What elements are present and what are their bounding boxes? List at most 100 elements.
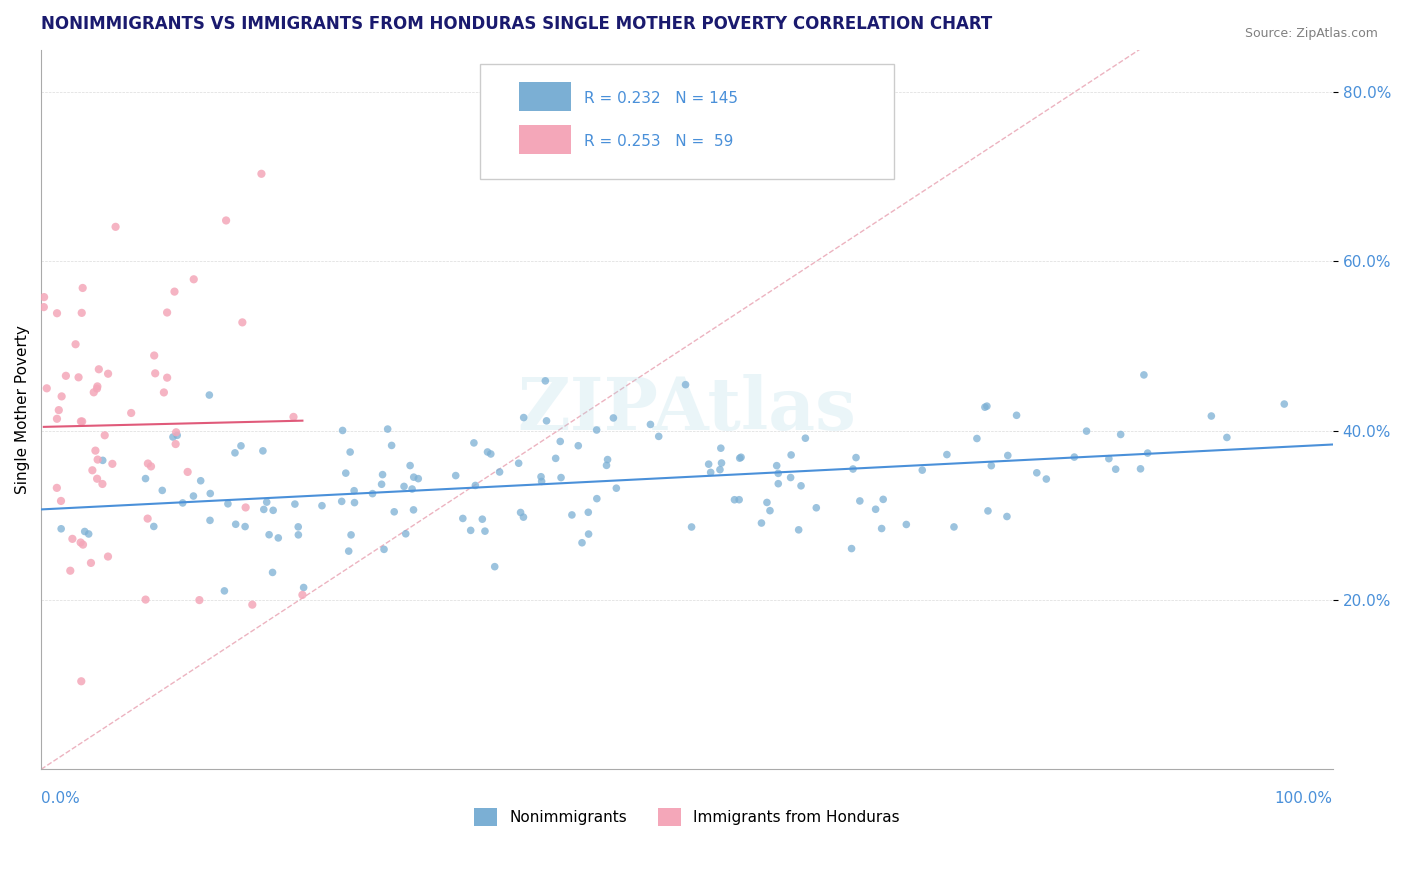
Point	[977, 504, 1000, 518]
Point	[72, 538, 94, 552]
Point	[395, 526, 418, 541]
Point	[252, 443, 274, 458]
Point	[172, 496, 194, 510]
Point	[1025, 466, 1047, 480]
Point	[1005, 409, 1028, 423]
Point	[841, 541, 863, 556]
Point	[87, 362, 110, 376]
Point	[32, 300, 55, 314]
Point	[997, 449, 1019, 463]
Point	[86, 472, 108, 486]
Point	[143, 367, 166, 381]
Point	[845, 450, 868, 465]
Point	[198, 513, 221, 527]
Point	[585, 423, 607, 437]
Point	[156, 305, 179, 319]
Y-axis label: Single Mother Poverty: Single Mother Poverty	[15, 325, 30, 494]
Point	[120, 406, 142, 420]
Point	[550, 470, 572, 484]
Point	[444, 468, 467, 483]
Bar	[519, 126, 571, 154]
Point	[93, 428, 115, 442]
Point	[86, 382, 108, 396]
Point	[91, 453, 114, 467]
Point	[1098, 451, 1121, 466]
Point	[759, 504, 782, 518]
Point	[335, 466, 357, 480]
Point	[340, 528, 363, 542]
Point	[51, 389, 73, 403]
Point	[842, 462, 865, 476]
Point	[371, 467, 394, 482]
Point	[1272, 397, 1295, 411]
Point	[82, 463, 104, 477]
Point	[162, 430, 184, 444]
Point	[91, 477, 114, 491]
Point	[49, 494, 72, 508]
Text: R = 0.253   N =  59: R = 0.253 N = 59	[583, 134, 733, 149]
Point	[235, 500, 257, 515]
Point	[402, 503, 425, 517]
Point	[536, 414, 558, 428]
Point	[534, 374, 557, 388]
Point	[183, 489, 205, 503]
Point	[995, 509, 1018, 524]
Point	[45, 481, 67, 495]
Text: R = 0.232   N = 145: R = 0.232 N = 145	[583, 90, 738, 105]
Point	[70, 414, 93, 428]
Point	[512, 410, 534, 425]
Point	[101, 457, 124, 471]
Point	[865, 502, 887, 516]
Point	[135, 592, 157, 607]
Text: 0.0%: 0.0%	[41, 791, 80, 805]
Point	[806, 500, 828, 515]
Point	[675, 377, 697, 392]
Point	[188, 593, 211, 607]
Point	[156, 370, 179, 384]
Point	[479, 447, 502, 461]
Point	[370, 477, 392, 491]
Point	[339, 445, 361, 459]
Point	[561, 508, 583, 522]
Point	[70, 414, 93, 428]
Point	[332, 424, 354, 438]
Point	[165, 437, 187, 451]
Point	[728, 492, 751, 507]
Point	[765, 458, 787, 473]
Point	[262, 503, 284, 517]
Point	[176, 465, 198, 479]
Point	[166, 428, 188, 442]
Point	[198, 388, 221, 402]
Point	[768, 476, 790, 491]
Point	[399, 458, 422, 473]
Point	[229, 439, 252, 453]
Point	[790, 479, 813, 493]
Point	[911, 463, 934, 477]
Point	[215, 213, 238, 227]
Point	[60, 532, 83, 546]
Point	[381, 438, 404, 452]
Point	[578, 527, 600, 541]
Point	[256, 495, 278, 509]
Point	[217, 497, 239, 511]
Text: 100.0%: 100.0%	[1275, 791, 1333, 805]
Point	[142, 519, 165, 533]
Point	[474, 524, 496, 538]
Point	[250, 167, 273, 181]
Point	[311, 499, 333, 513]
Point	[401, 482, 423, 496]
Point	[97, 549, 120, 564]
Point	[710, 456, 733, 470]
Point	[48, 403, 70, 417]
Point	[361, 486, 384, 500]
Point	[214, 583, 236, 598]
Point	[136, 457, 159, 471]
Point	[697, 457, 720, 471]
Point	[794, 431, 817, 445]
Point	[723, 492, 745, 507]
Point	[484, 559, 506, 574]
Point	[67, 370, 90, 384]
Point	[139, 459, 162, 474]
Point	[231, 315, 253, 329]
Point	[710, 441, 733, 455]
